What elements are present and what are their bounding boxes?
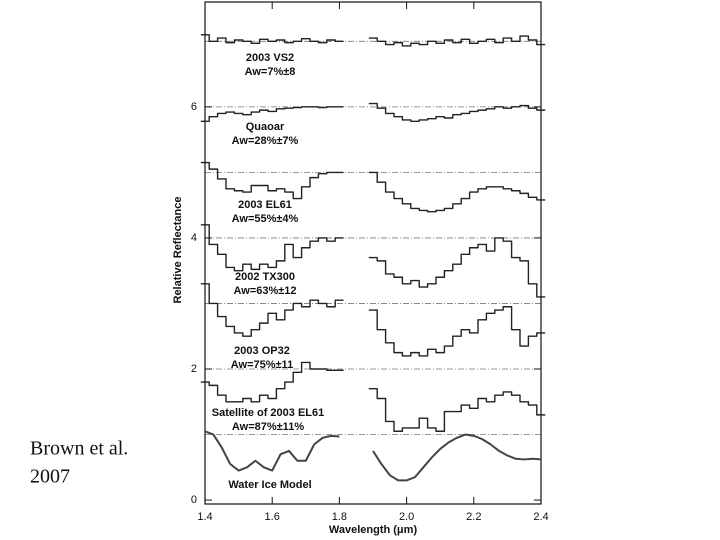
albedo-label: Aw=87%±11% (232, 421, 304, 433)
spectrum-line (200, 283, 546, 357)
series-label: 2003 EL61 (238, 199, 292, 211)
x-tick-label: 1.6 (265, 511, 280, 523)
x-axis-label: Wavelength (μm) (329, 524, 418, 536)
albedo-label: Aw=75%±11 (231, 359, 293, 371)
x-tick-label: 1.4 (197, 511, 212, 523)
source-line: Brown et al. (30, 438, 128, 460)
spectrum-line (204, 430, 542, 482)
y-tick-label: 6 (191, 101, 197, 113)
spectrum-line (200, 102, 546, 122)
series-label: 2003 OP32 (234, 345, 290, 357)
source-line: 2007 (30, 466, 70, 488)
albedo-label: Aw=28%±7% (232, 135, 299, 147)
series-label: Water Ice Model (228, 479, 311, 491)
x-tick-label: 2.2 (466, 511, 481, 523)
x-tick-label: 2.0 (399, 511, 414, 523)
y-tick-label: 0 (191, 494, 197, 506)
series-label: Satellite of 2003 EL61 (212, 407, 325, 419)
series-label: 2003 VS2 (246, 52, 294, 64)
spectrum-line (200, 34, 546, 47)
plot-frame (204, 1, 542, 505)
spectrum-line (200, 161, 546, 213)
spectrum-line (200, 361, 546, 432)
y-tick-label: 4 (191, 232, 197, 244)
x-tick-label: 2.4 (533, 511, 548, 523)
y-axis-label: Relative Reflectance (172, 197, 184, 304)
spectrum-line (200, 224, 546, 298)
albedo-label: Aw=7%±8 (245, 66, 296, 78)
series-label: Quaoar (246, 121, 285, 133)
albedo-label: Aw=55%±4% (232, 213, 299, 225)
y-tick-label: 2 (191, 363, 197, 375)
x-tick-label: 1.8 (332, 511, 347, 523)
series-label: 2002 TX300 (235, 271, 295, 283)
albedo-label: Aw=63%±12 (233, 285, 296, 297)
